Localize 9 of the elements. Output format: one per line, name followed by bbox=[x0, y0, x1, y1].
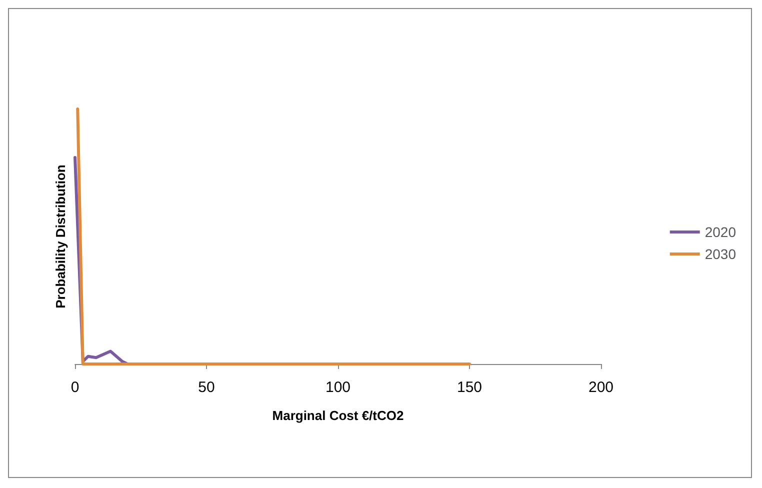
x-tick-label: 0 bbox=[70, 379, 80, 396]
x-tick-label: 200 bbox=[588, 379, 614, 396]
y-axis-title: Probability Distribution bbox=[53, 164, 68, 308]
x-axis-title: Marginal Cost €/tCO2 bbox=[272, 408, 404, 423]
legend-label: 2020 bbox=[704, 224, 736, 240]
x-tick-label: 100 bbox=[325, 379, 351, 396]
x-tick-label: 150 bbox=[456, 379, 482, 396]
x-tick-label: 50 bbox=[198, 379, 215, 396]
legend-label: 2030 bbox=[704, 246, 736, 262]
